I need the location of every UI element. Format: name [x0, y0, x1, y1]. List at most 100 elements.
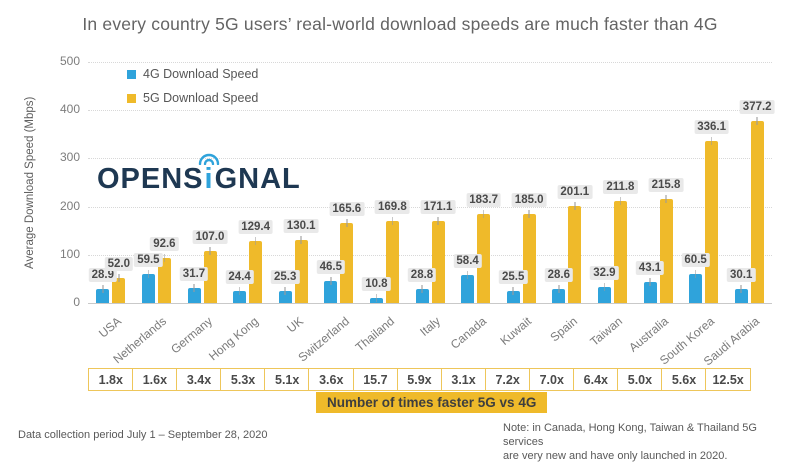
legend-swatch-5g-icon	[127, 93, 136, 103]
bar-4g-Germany	[187, 287, 201, 303]
error-whisker	[238, 287, 241, 296]
value-label-4g-Spain: 28.6	[544, 268, 573, 283]
legend-item-5g: 5G Download Speed	[127, 86, 258, 110]
multiplier-cell-Hong Kong: 5.3x	[220, 368, 266, 391]
bar-5g-Kuwait	[522, 213, 536, 303]
value-label-4g-UK: 25.3	[270, 269, 300, 284]
logo-text-right: GNAL	[214, 163, 301, 195]
legend: 4G Download Speed 5G Download Speed	[127, 62, 258, 110]
y-tick-label-500: 500	[59, 54, 80, 68]
value-label-5g-Thailand: 169.8	[375, 200, 410, 215]
opensignal-logo: OPENS i GNAL	[97, 153, 301, 195]
error-whisker	[558, 285, 560, 294]
multiplier-cell-Netherlands: 1.6x	[132, 368, 178, 391]
bar-5g-Saudi Arabia	[750, 121, 764, 303]
value-label-5g-Spain: 201.1	[557, 185, 593, 200]
bar-5g-Canada	[477, 214, 491, 303]
error-whisker	[375, 293, 378, 302]
error-whisker	[512, 286, 514, 295]
x-axis-labels: USA Netherlands Germany Hong Kong UK Switzerl…	[88, 306, 772, 368]
value-label-5g-Italy: 171.1	[420, 199, 456, 214]
bar-5g-Spain	[568, 206, 582, 303]
multiplier-cell-Australia: 5.0x	[617, 368, 663, 391]
chart-title: In every country 5G users’ real-world do…	[82, 14, 718, 34]
bar-5g-USA	[112, 277, 126, 303]
bar-5g-Germany	[203, 251, 217, 303]
value-label-4g-USA: 28.9	[88, 268, 117, 283]
gridline-100	[88, 254, 772, 256]
legend-item-4g: 4G Download Speed	[127, 62, 258, 86]
value-label-5g-Kuwait: 185.0	[511, 192, 547, 207]
bar-4g-USA	[96, 289, 110, 303]
y-tick-label-300: 300	[59, 150, 80, 165]
y-tick-label-200: 200	[59, 198, 80, 213]
value-label-5g-Saudi Arabia: 377.2	[739, 100, 775, 115]
wifi-arcs-icon	[198, 153, 220, 165]
multiplier-cell-Taiwan: 6.4x	[573, 368, 619, 391]
error-whisker	[694, 269, 697, 278]
multiplier-caption: Number of times faster 5G vs 4G	[316, 392, 548, 413]
error-whisker	[163, 254, 166, 263]
error-whisker	[574, 202, 576, 211]
value-label-5g-Germany: 107.0	[192, 230, 228, 245]
multiplier-cell-Canada: 3.1x	[440, 368, 487, 391]
bar-4g-Italy	[415, 289, 429, 303]
bar-4g-Netherlands	[141, 274, 155, 303]
bar-5g-Netherlands	[157, 258, 171, 303]
error-whisker	[740, 284, 742, 293]
multiplier-cell-Italy: 5.9x	[396, 368, 443, 391]
bar-4g-Hong Kong	[233, 291, 247, 303]
bar-5g-Taiwan	[613, 200, 627, 303]
value-label-5g-Hong Kong: 129.4	[238, 219, 273, 234]
bar-4g-UK	[278, 290, 292, 303]
value-label-4g-Taiwan: 32.9	[590, 266, 619, 281]
value-label-4g-Hong Kong: 24.4	[225, 270, 254, 285]
value-label-5g-South Korea: 336.1	[694, 120, 729, 134]
bar-5g-UK	[294, 240, 308, 303]
gridline-500	[88, 62, 772, 63]
error-whisker	[147, 270, 150, 279]
y-tick-label-0: 0	[73, 295, 80, 309]
value-label-4g-Kuwait: 25.5	[498, 269, 528, 284]
multiplier-cell-Spain: 7.0x	[528, 368, 575, 391]
error-whisker	[284, 286, 286, 295]
bar-5g-Hong Kong	[249, 240, 263, 303]
error-whisker	[102, 285, 104, 294]
value-label-4g-Switzerland: 46.5	[316, 259, 345, 274]
value-label-4g-Australia: 43.1	[635, 261, 665, 276]
logo-letter-i: i	[204, 163, 214, 195]
plot-area: 28.9 52.0 59.5 92.6 31.7 107.0 24.4 129.4 25.3 13…	[88, 62, 775, 304]
multiplier-cell-UK: 5.1x	[264, 368, 310, 391]
bar-5g-Australia	[659, 199, 673, 303]
error-whisker	[710, 137, 713, 145]
value-label-5g-Canada: 183.7	[466, 193, 501, 208]
data-collection-period: Data collection period July 1 – Septembe…	[18, 429, 268, 441]
error-whisker	[528, 209, 530, 218]
multiplier-cell-South Korea: 5.6x	[661, 368, 707, 391]
value-label-4g-Netherlands: 59.5	[134, 253, 163, 268]
error-whisker	[466, 270, 469, 279]
y-axis-title: Average Download Speed (Mbps)	[24, 96, 36, 269]
error-whisker	[118, 273, 120, 282]
legend-label-4g: 4G Download Speed	[143, 67, 259, 81]
multiplier-cell-Germany: 3.4x	[176, 368, 222, 391]
value-label-4g-Canada: 58.4	[453, 253, 482, 268]
value-label-4g-South Korea: 60.5	[681, 252, 710, 267]
legend-swatch-4g-icon	[127, 69, 136, 79]
error-whisker	[346, 219, 348, 228]
value-label-4g-Italy: 28.8	[407, 268, 437, 283]
error-whisker	[421, 285, 423, 294]
error-whisker	[756, 117, 758, 126]
value-label-4g-Germany: 31.7	[179, 266, 209, 281]
bar-4g-Kuwait	[506, 290, 520, 303]
bar-4g-Saudi Arabia	[734, 288, 748, 303]
value-label-5g-Taiwan: 211.8	[603, 179, 638, 194]
bar-4g-Switzerland	[324, 280, 338, 303]
error-whisker	[254, 236, 257, 245]
bar-5g-Italy	[431, 220, 445, 303]
bar-4g-Taiwan	[597, 287, 611, 303]
error-whisker	[391, 217, 394, 226]
gridline-300	[88, 158, 772, 160]
error-whisker	[437, 216, 439, 225]
error-whisker	[603, 283, 606, 292]
